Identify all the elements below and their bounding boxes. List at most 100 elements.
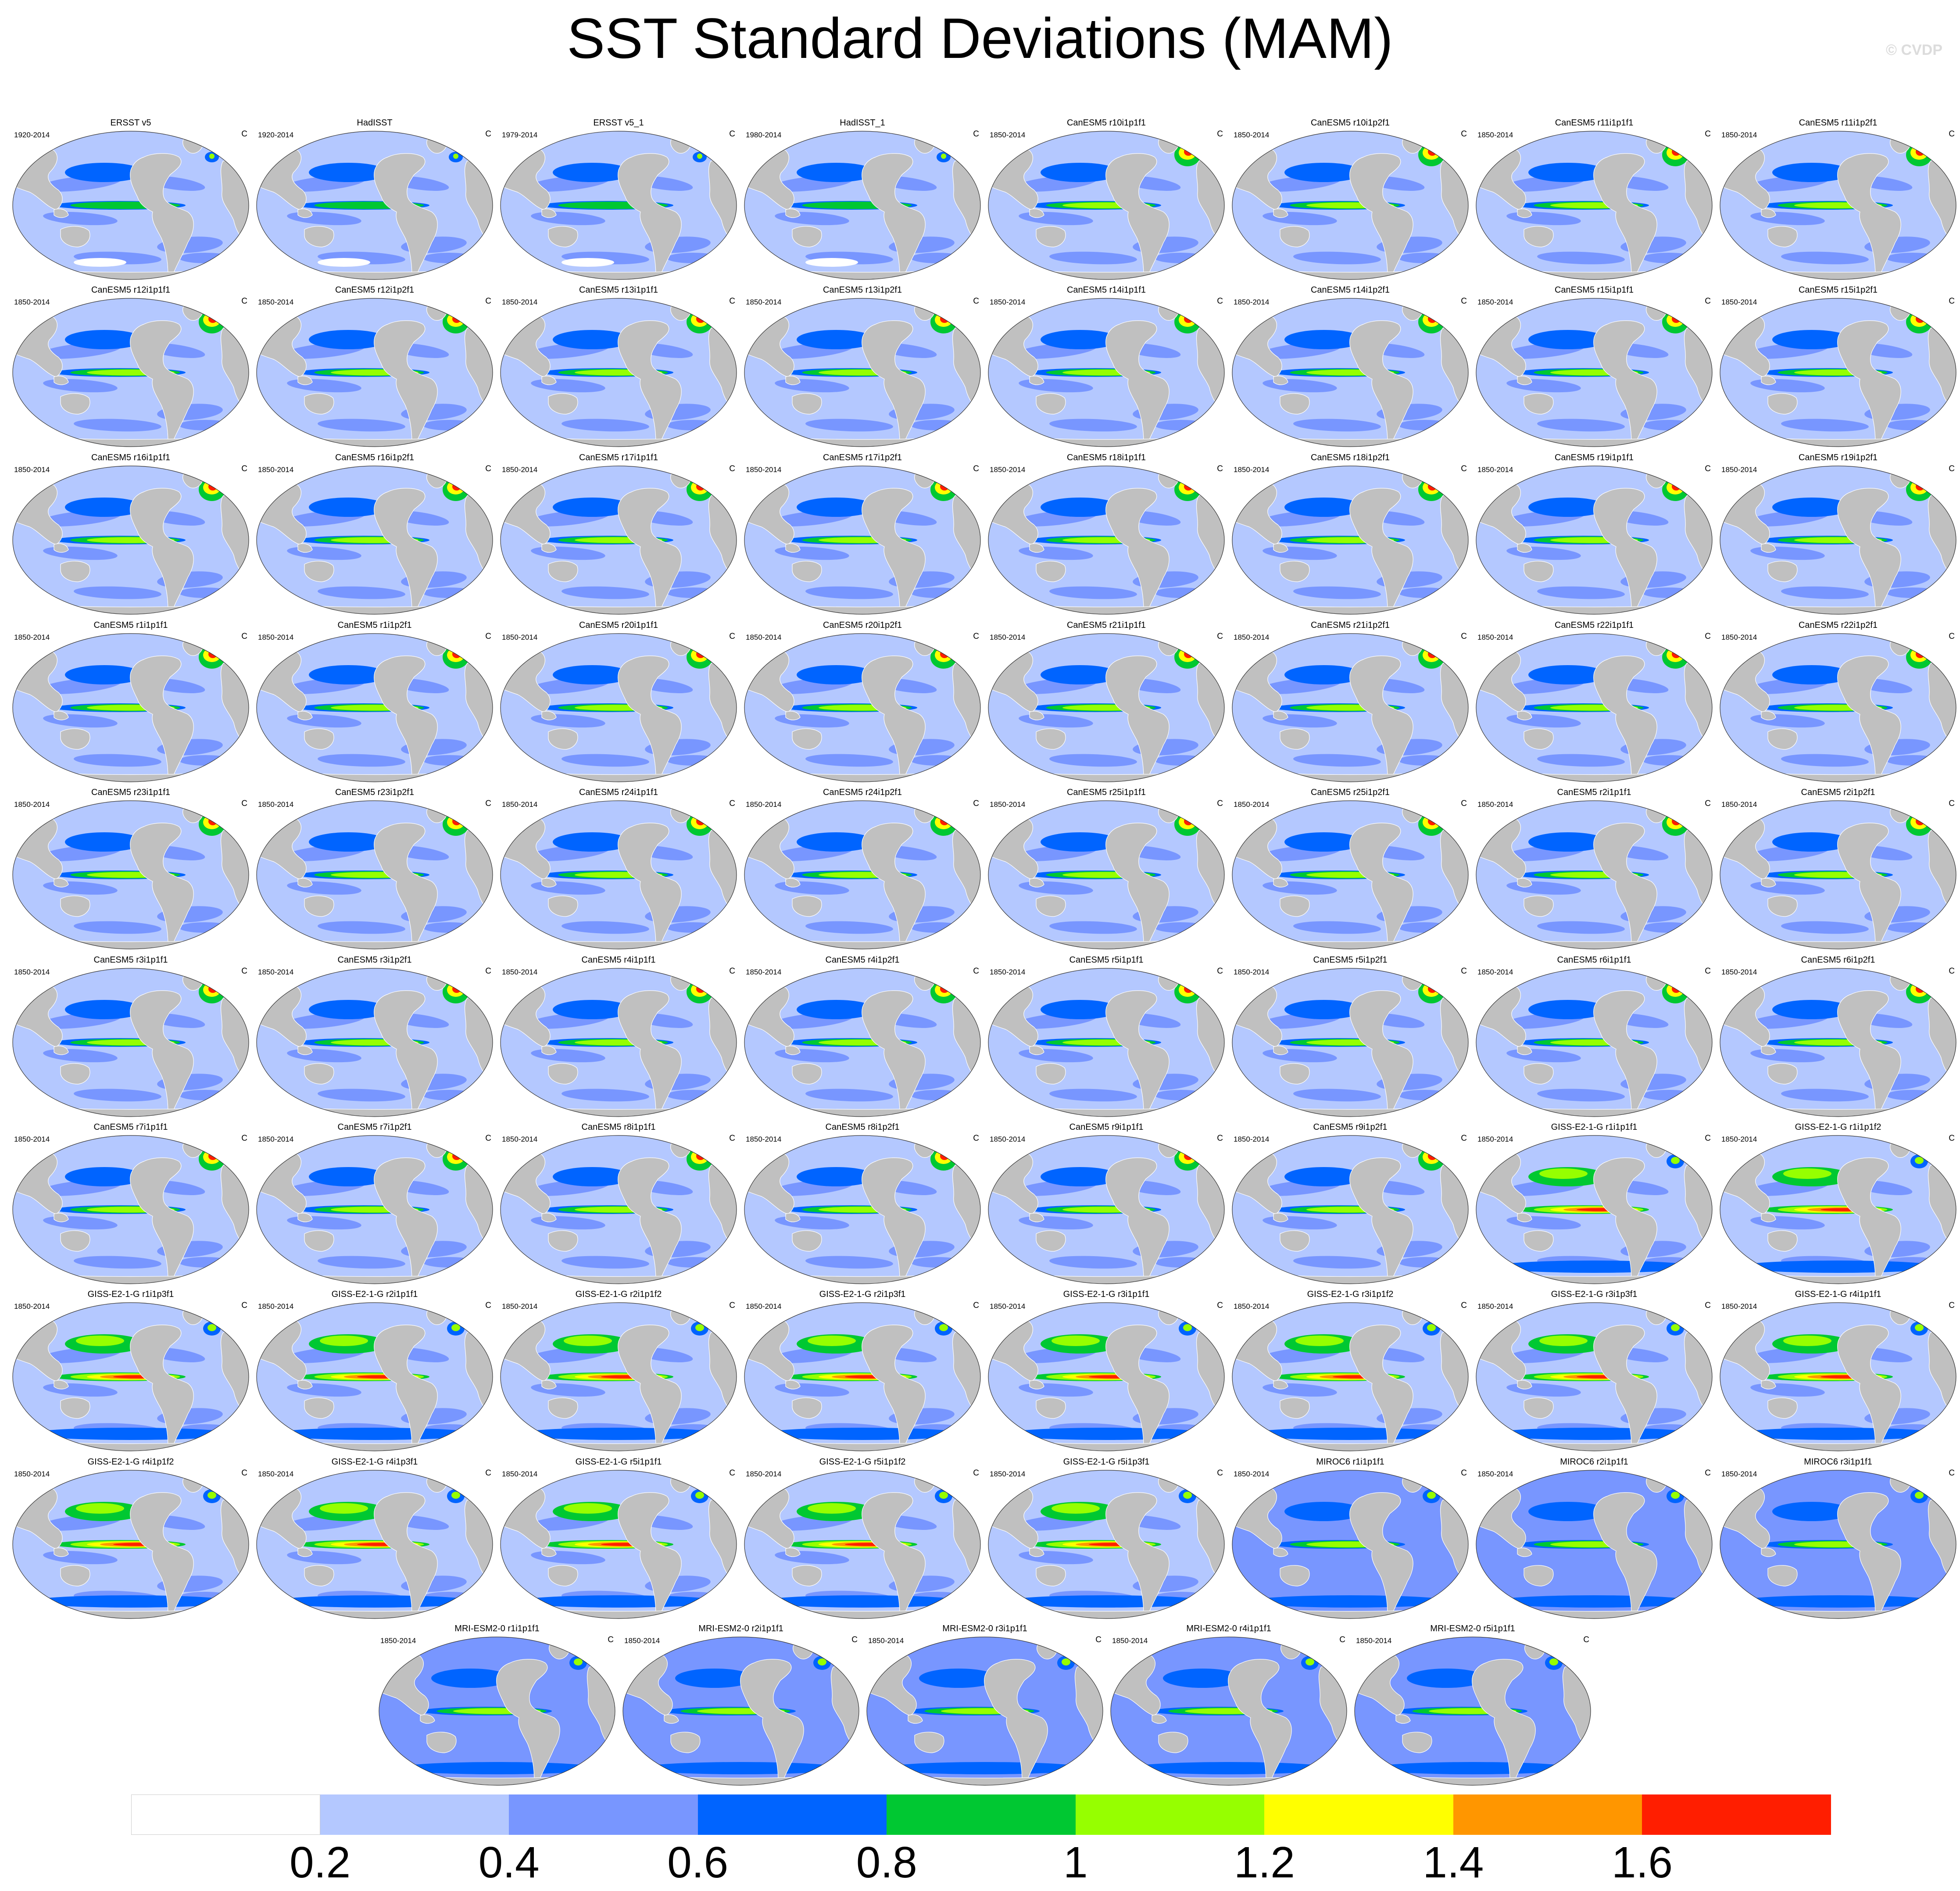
panel-title: CanESM5 r5i1p2f1 (1313, 955, 1388, 965)
sst-std-map (988, 800, 1225, 949)
panel-title: CanESM5 r19i1p1f1 (1554, 453, 1634, 462)
panel-unit: C (485, 967, 491, 976)
map-panel: GISS-E2-1-G r3i1p1f1 1850-2014 C (984, 1289, 1228, 1456)
map-panel: CanESM5 r10i1p1f1 1850-2014 C (984, 118, 1228, 284)
sst-std-map (988, 466, 1225, 615)
map-panel: CanESM5 r24i1p2f1 1850-2014 C (740, 787, 984, 954)
sst-std-map (1110, 1637, 1347, 1786)
panel-title: CanESM5 r8i1p2f1 (825, 1122, 900, 1132)
panel-years: 1850-2014 (746, 968, 782, 976)
panel-title: GISS-E2-1-G r2i1p1f2 (575, 1289, 662, 1299)
map-panel: CanESM5 r24i1p1f1 1850-2014 C (497, 787, 740, 954)
panel-years: 1850-2014 (502, 1135, 538, 1143)
colorbar-box (697, 1794, 887, 1835)
sst-std-map (744, 1302, 981, 1451)
panel-title: MRI-ESM2-0 r5i1p1f1 (1430, 1624, 1515, 1633)
colorbar-tick-label: 1.2 (1234, 1838, 1295, 1887)
panel-unit: C (1705, 129, 1711, 139)
panel-title: CanESM5 r4i1p2f1 (825, 955, 900, 965)
panel-title: CanESM5 r2i1p1f1 (1557, 788, 1631, 797)
panel-years: 1850-2014 (1477, 1470, 1513, 1478)
map-panel: CanESM5 r15i1p2f1 1850-2014 C (1716, 285, 1960, 451)
panel-title: GISS-E2-1-G r3i1p1f1 (1063, 1289, 1150, 1299)
panel-unit: C (485, 799, 491, 808)
colorbar-tick-label: 1.6 (1611, 1838, 1673, 1887)
panel-years: 1850-2014 (1112, 1637, 1148, 1645)
panel-title: CanESM5 r1i1p1f1 (93, 620, 168, 630)
map-panel: CanESM5 r6i1p1f1 1850-2014 C (1472, 955, 1716, 1121)
map-panel: CanESM5 r19i1p1f1 1850-2014 C (1472, 452, 1716, 619)
panel-years: 1850-2014 (502, 1470, 538, 1478)
panel-title: CanESM5 r23i1p2f1 (335, 788, 415, 797)
panel-years: 1850-2014 (1234, 1135, 1270, 1143)
map-panel: CanESM5 r2i1p1f1 1850-2014 C (1472, 787, 1716, 954)
panel-years: 1850-2014 (1234, 466, 1270, 474)
panel-unit: C (1217, 1134, 1223, 1143)
panel-title: GISS-E2-1-G r2i1p3f1 (819, 1289, 906, 1299)
panel-years: 1850-2014 (1477, 633, 1513, 641)
panel-unit: C (241, 297, 247, 306)
panel-years: 1850-2014 (1721, 800, 1757, 809)
panel-title: CanESM5 r21i1p1f1 (1066, 620, 1146, 630)
sst-std-map (12, 800, 249, 949)
sst-std-map (1476, 800, 1713, 949)
sst-std-map (988, 968, 1225, 1117)
panel-years: 1850-2014 (746, 466, 782, 474)
map-panel: GISS-E2-1-G r3i1p1f2 1850-2014 C (1228, 1289, 1472, 1456)
sst-std-map (1720, 1135, 1956, 1284)
panel-unit: C (973, 799, 979, 808)
map-panel: CanESM5 r14i1p1f1 1850-2014 C (984, 285, 1228, 451)
panel-unit: C (1705, 464, 1711, 473)
map-panel: CanESM5 r20i1p2f1 1850-2014 C (740, 620, 984, 787)
sst-std-map (744, 466, 981, 615)
panel-unit: C (1461, 129, 1467, 139)
panel-years: 1850-2014 (990, 800, 1026, 809)
map-panel: CanESM5 r6i1p2f1 1850-2014 C (1716, 955, 1960, 1121)
panel-title: CanESM5 r12i1p1f1 (91, 285, 171, 295)
map-panel: CanESM5 r21i1p1f1 1850-2014 C (984, 620, 1228, 787)
panel-title: CanESM5 r14i1p2f1 (1310, 285, 1390, 295)
panel-title: CanESM5 r24i1p1f1 (579, 788, 658, 797)
map-panel: MRI-ESM2-0 r5i1p1f1 1850-2014 C (1351, 1623, 1595, 1790)
panel-title: CanESM5 r15i1p2f1 (1798, 285, 1878, 295)
sst-std-map (12, 466, 249, 615)
map-panel: CanESM5 r13i1p2f1 1850-2014 C (740, 285, 984, 451)
panel-years: 1850-2014 (258, 1302, 294, 1311)
sst-std-map (1720, 800, 1956, 949)
panel-unit: C (973, 1468, 979, 1478)
map-panel: CanESM5 r17i1p1f1 1850-2014 C (497, 452, 740, 619)
panel-title: GISS-E2-1-G r1i1p3f1 (87, 1289, 174, 1299)
panel-unit: C (485, 1468, 491, 1478)
sst-std-map (1720, 298, 1956, 447)
map-panel: CanESM5 r16i1p1f1 1850-2014 C (9, 452, 253, 619)
panel-title: CanESM5 r7i1p1f1 (93, 1122, 168, 1132)
panel-unit: C (729, 967, 735, 976)
panel-title: CanESM5 r18i1p1f1 (1066, 453, 1146, 462)
panel-title: MRI-ESM2-0 r1i1p1f1 (454, 1624, 540, 1633)
panel-title: GISS-E2-1-G r2i1p1f1 (331, 1289, 418, 1299)
panel-years: 1850-2014 (1477, 968, 1513, 976)
panel-title: GISS-E2-1-G r4i1p1f1 (1795, 1289, 1881, 1299)
sst-std-map (1476, 131, 1713, 280)
panel-years: 1850-2014 (502, 633, 538, 641)
panel-years: 1850-2014 (14, 466, 50, 474)
panel-years: 1850-2014 (990, 1470, 1026, 1478)
sst-std-map (256, 298, 493, 447)
map-panel: CanESM5 r3i1p1f1 1850-2014 C (9, 955, 253, 1121)
panel-years: 1850-2014 (1234, 633, 1270, 641)
panel-unit: C (1949, 464, 1955, 473)
panel-years: 1850-2014 (1721, 1470, 1757, 1478)
panel-unit: C (608, 1635, 614, 1644)
panel-years: 1850-2014 (1721, 633, 1757, 641)
map-panel: CanESM5 r22i1p1f1 1850-2014 C (1472, 620, 1716, 787)
map-panel: CanESM5 r18i1p1f1 1850-2014 C (984, 452, 1228, 619)
map-panel: CanESM5 r9i1p1f1 1850-2014 C (984, 1122, 1228, 1289)
sst-std-map (744, 800, 981, 949)
panel-years: 1850-2014 (1356, 1637, 1392, 1645)
sst-std-map (744, 298, 981, 447)
sst-std-map (744, 1470, 981, 1619)
sst-std-map (988, 1470, 1225, 1619)
map-panel: CanESM5 r25i1p1f1 1850-2014 C (984, 787, 1228, 954)
map-panel: GISS-E2-1-G r2i1p3f1 1850-2014 C (740, 1289, 984, 1456)
map-panel: CanESM5 r23i1p1f1 1850-2014 C (9, 787, 253, 954)
